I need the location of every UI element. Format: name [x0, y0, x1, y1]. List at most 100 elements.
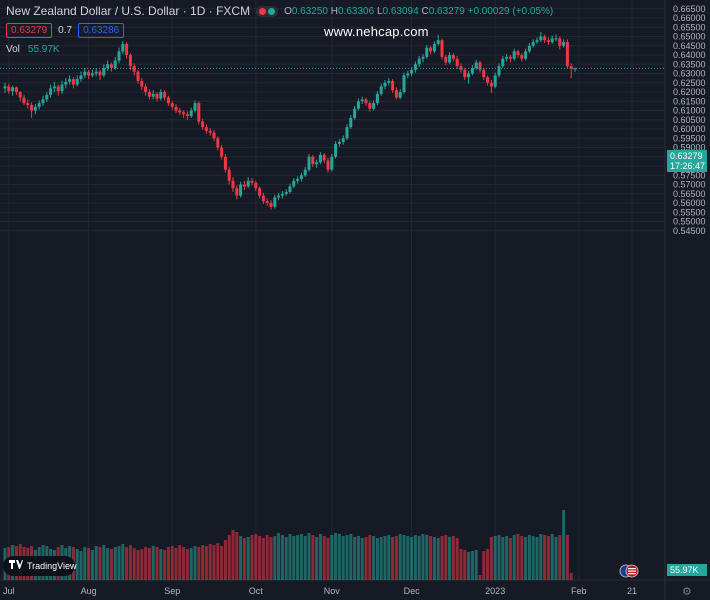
volume-bar: [151, 546, 155, 580]
candle-body: [265, 201, 269, 204]
low-label: L: [376, 5, 383, 17]
candle-body: [425, 47, 429, 57]
volume-axis-label: 55.97K: [667, 564, 707, 576]
volume-bar: [379, 537, 383, 580]
volume-label: Vol: [6, 44, 20, 55]
volume-bar: [425, 535, 429, 580]
candle-body: [7, 86, 11, 92]
close-value: 0.63279: [428, 5, 465, 17]
volume-bar: [436, 538, 440, 580]
sell-button[interactable]: 0.63279: [6, 23, 53, 38]
candle-body: [482, 69, 486, 78]
volume-bar: [201, 545, 205, 580]
change-value: +0.00029 (+0.05%): [467, 5, 554, 17]
candle-body: [227, 169, 231, 181]
price-tick-label: 0.63500: [673, 59, 706, 69]
volume-bar: [360, 538, 364, 580]
time-axis[interactable]: Jul Aug Sep Oct Nov Dec 2023 Feb 21: [3, 586, 637, 596]
volume-legend[interactable]: Vol 55.97K: [6, 44, 60, 55]
volume-bar: [288, 534, 292, 580]
candle-body: [349, 117, 353, 128]
volume-bar: [239, 536, 243, 580]
candle-body: [520, 55, 524, 59]
price-tick-label: 0.65000: [673, 32, 706, 42]
candle-body: [185, 114, 189, 117]
volume-bar: [383, 536, 387, 580]
candle-body: [391, 80, 395, 91]
tradingview-badge[interactable]: TradingView: [3, 556, 77, 576]
nz-us-flag-icon[interactable]: [619, 564, 639, 578]
volume-bar: [497, 535, 501, 580]
candle-body: [413, 64, 417, 70]
volume-bar: [227, 535, 231, 580]
volume-bar: [136, 550, 140, 580]
volume-bar: [189, 548, 193, 580]
time-tick-label: Sep: [164, 586, 180, 596]
candle-body: [368, 103, 372, 109]
candle-body: [383, 82, 387, 87]
volume-bar: [527, 535, 531, 580]
volume-bar: [261, 538, 265, 580]
symbol-title[interactable]: New Zealand Dollar / U.S. Dollar · 1D · …: [6, 4, 251, 18]
bid-ask-row: 0.63279 0.7 0.63286: [6, 23, 125, 38]
bar-countdown: 17:26:47: [670, 161, 706, 171]
price-tick-label: 0.60000: [673, 124, 706, 134]
gear-icon[interactable]: ⚙: [682, 586, 692, 598]
candle-body: [26, 103, 30, 105]
volume-bar: [459, 549, 463, 580]
candle-body: [341, 138, 345, 142]
volume-bar: [170, 546, 174, 580]
volume-bar: [197, 547, 201, 580]
candle-body: [132, 66, 136, 72]
candle-body: [52, 86, 56, 89]
candle-body: [280, 193, 284, 196]
candle-body: [18, 92, 22, 98]
buy-button[interactable]: 0.63286: [78, 23, 125, 38]
volume-bar: [558, 535, 562, 580]
market-status-icon[interactable]: [256, 5, 279, 17]
candle-body: [486, 77, 490, 83]
price-tick-label: 0.62500: [673, 78, 706, 88]
volume-bar: [254, 534, 258, 580]
candle-body: [432, 43, 436, 52]
watermark-text: www.nehcap.com: [324, 24, 429, 39]
volume-bar: [429, 536, 433, 580]
candle-body: [467, 73, 471, 78]
volume-bar: [102, 545, 106, 580]
volume-bar: [83, 547, 87, 580]
candle-body: [345, 127, 349, 139]
volume-bar: [512, 535, 516, 580]
candle-body: [535, 40, 539, 43]
volume-bar: [246, 537, 250, 580]
volume-bar: [109, 549, 113, 580]
time-tick-label: Aug: [81, 586, 97, 596]
candle-body: [406, 73, 410, 76]
volume-bar: [231, 530, 235, 580]
candle-body: [508, 56, 512, 59]
volume-bar: [140, 549, 144, 580]
candle-body: [505, 56, 509, 59]
volume-bar: [216, 543, 220, 580]
close-label: C: [421, 5, 429, 17]
brand-name: TradingView: [27, 561, 77, 571]
candle-body: [216, 138, 220, 148]
candle-body: [512, 51, 516, 59]
volume-bar: [144, 547, 148, 580]
candle-body: [330, 156, 334, 170]
candle-body: [3, 86, 7, 89]
candle-body: [261, 195, 265, 202]
volume-bar: [155, 547, 159, 580]
volume-bar: [242, 538, 246, 580]
candle-body: [303, 169, 307, 176]
volume-bar: [474, 550, 478, 580]
candle-body: [159, 92, 163, 99]
candle-body: [417, 58, 421, 65]
price-axis[interactable]: 0.665000.660000.655000.650000.645000.640…: [673, 4, 706, 236]
candle-body: [136, 71, 140, 81]
candle-body: [375, 93, 379, 104]
candle-body: [501, 58, 505, 67]
volume-bar: [565, 535, 569, 580]
volume-bar: [562, 510, 566, 580]
candle-body: [360, 99, 364, 102]
